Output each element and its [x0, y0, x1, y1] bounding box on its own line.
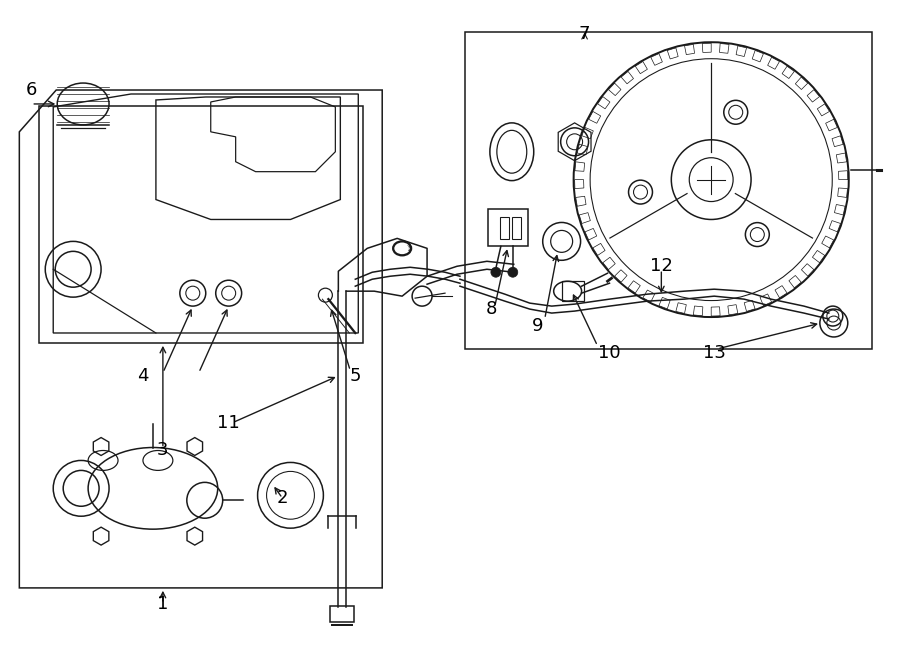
Text: 3: 3 [158, 442, 168, 459]
Bar [500, 217, 508, 239]
Bar [512, 217, 521, 239]
Text: 7: 7 [579, 25, 590, 43]
Circle shape [508, 267, 518, 277]
Text: 12: 12 [650, 257, 673, 275]
Text: 5: 5 [349, 367, 361, 385]
Text: 4: 4 [137, 367, 148, 385]
Bar [465, 32, 872, 349]
Text: 2: 2 [277, 489, 288, 507]
Text: 6: 6 [25, 81, 37, 99]
Bar [562, 281, 583, 301]
Bar [330, 606, 355, 622]
Bar [488, 208, 527, 247]
Circle shape [491, 267, 500, 277]
Text: 10: 10 [598, 344, 621, 362]
Bar [40, 106, 364, 343]
Text: 9: 9 [532, 317, 544, 335]
Text: 11: 11 [217, 414, 240, 432]
Text: 13: 13 [703, 344, 725, 362]
Text: 1: 1 [158, 595, 168, 613]
Text: 8: 8 [486, 300, 498, 318]
